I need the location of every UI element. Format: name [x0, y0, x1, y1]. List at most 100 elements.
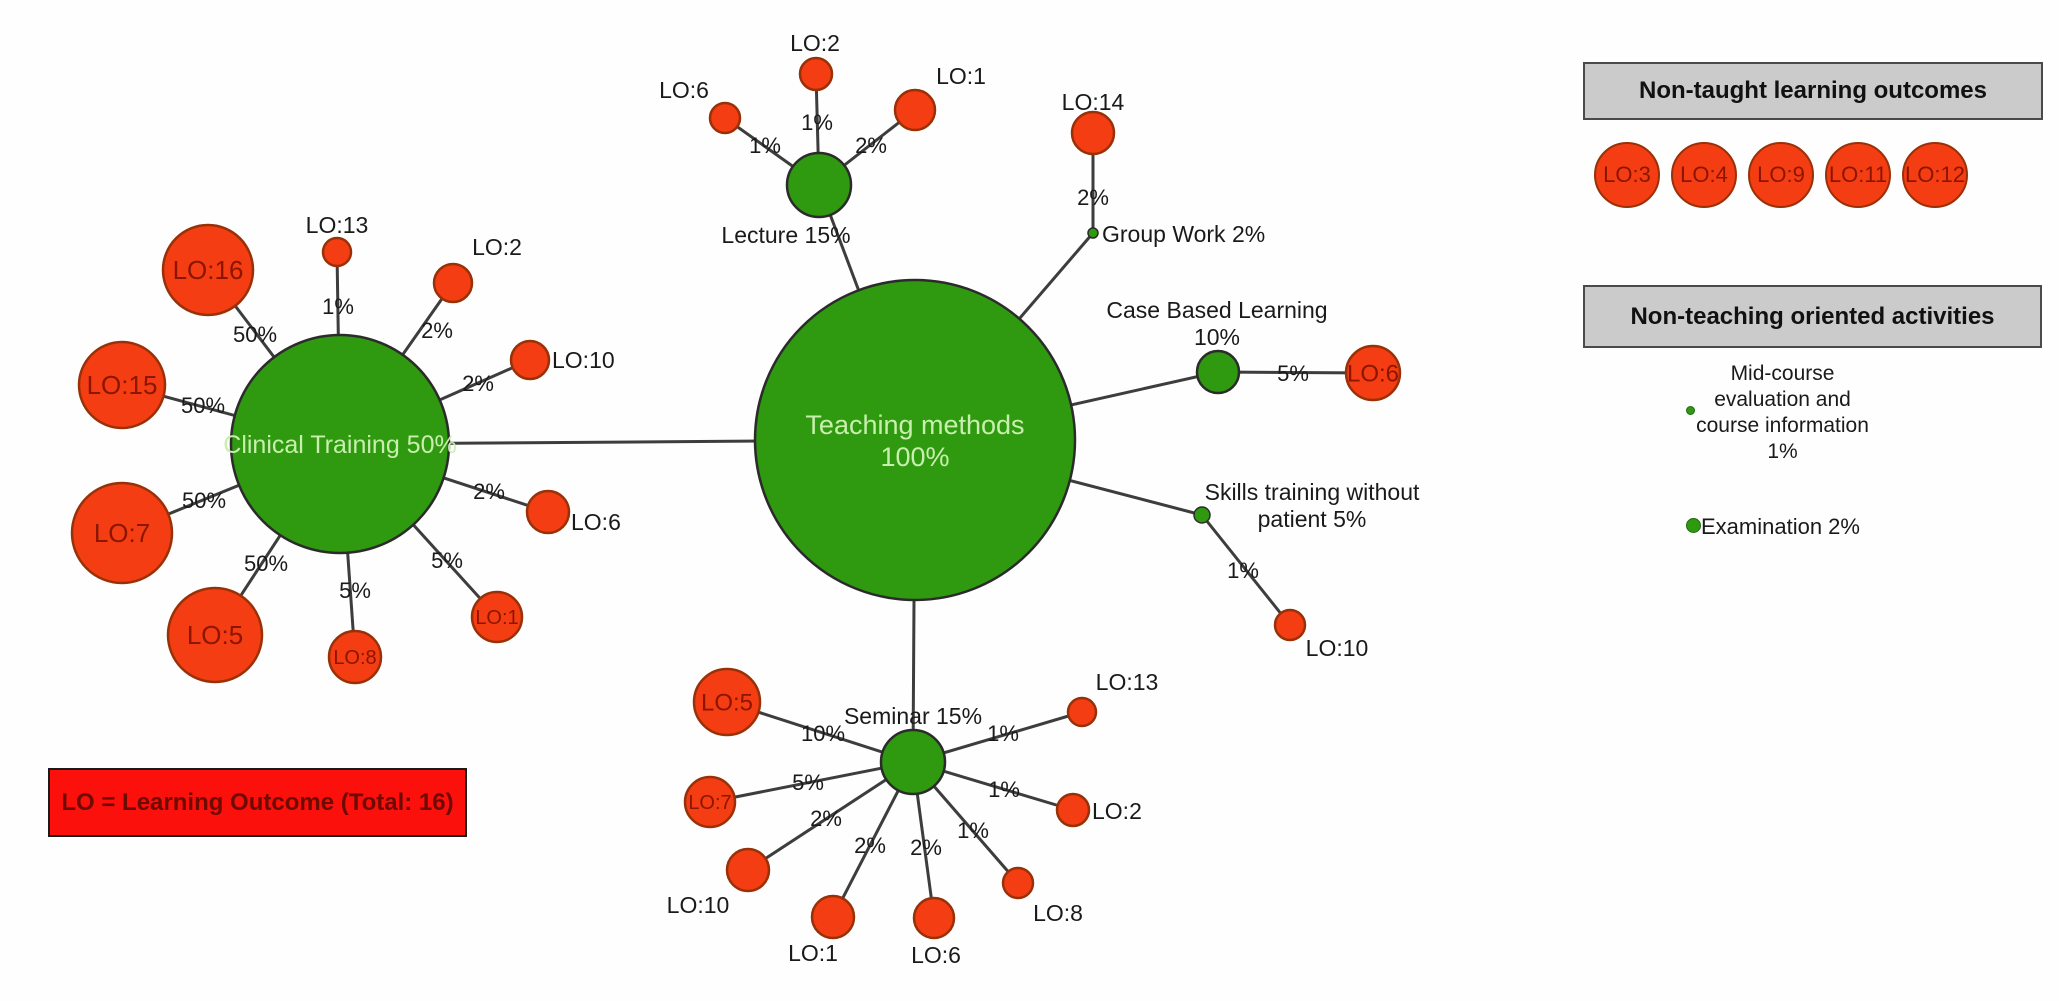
node-cbl_lo6: [1344, 344, 1402, 402]
node-label-cl_lo5: LO:5: [187, 620, 243, 650]
node-cl_lo6: [525, 489, 571, 535]
node-teaching: [753, 278, 1077, 602]
edge-label-clinical-cl_lo6: 2%: [473, 479, 505, 504]
node-label-sem_lo13: LO:13: [1096, 669, 1159, 695]
non-taught-lo-circle: LO:12: [1902, 142, 1968, 208]
node-label-lo14: LO:14: [1062, 89, 1125, 115]
node-label-cbl_lo6: LO:6: [1347, 360, 1399, 387]
node-cl_lo10: [509, 339, 551, 381]
node-lec_lo2: [798, 56, 834, 92]
node-seminar: [879, 728, 947, 796]
node-sem_lo6: [912, 896, 956, 940]
edge-label-seminar-sem_lo7: 5%: [792, 770, 824, 795]
node-label-sem_lo10: LO:10: [667, 892, 730, 918]
node-label-sem_lo5: LO:5: [701, 689, 753, 716]
node-label-sem_lo2: LO:2: [1092, 798, 1142, 824]
edge-label-clinical-cl_lo1: 5%: [431, 548, 463, 573]
non-taught-lo-circle: LO:4: [1671, 142, 1737, 208]
non-teaching-panel-header: Non-teaching oriented activities: [1583, 285, 2042, 348]
mid-course-label-line: course information: [1696, 414, 1869, 437]
node-sem_lo2: [1055, 792, 1091, 828]
node-label-sem_lo6: LO:6: [911, 942, 961, 968]
node-sem_lo13: [1066, 696, 1098, 728]
node-lo14: [1070, 110, 1116, 156]
lo-legend-box: LO = Learning Outcome (Total: 16): [48, 768, 467, 837]
mid-course-label-line: 1%: [1767, 440, 1798, 463]
lo-legend-text: LO = Learning Outcome (Total: 16): [61, 788, 454, 816]
node-cl_lo15: [77, 340, 167, 430]
edge-label-seminar-sem_lo1: 2%: [854, 833, 886, 858]
edge-label-lecture-lec_lo1: 2%: [855, 133, 887, 158]
node-label-cbl: Case Based Learning 10%: [1106, 297, 1327, 350]
edge-label-clinical-cl_lo7: 50%: [182, 488, 226, 513]
node-label-cl_lo15: LO:15: [87, 370, 158, 400]
node-label-lec_lo2: LO:2: [790, 30, 840, 56]
node-label-lecture: Lecture 15%: [721, 222, 850, 248]
node-label-cl_lo13: LO:13: [306, 212, 369, 238]
node-sem_lo10: [725, 847, 771, 893]
edge-label-clinical-cl_lo16: 50%: [233, 322, 277, 347]
mid-course-label-line: evaluation and: [1714, 388, 1851, 411]
node-cl_lo16: [161, 223, 255, 317]
non-taught-lo-circle: LO:11: [1825, 142, 1891, 208]
node-label-teaching: Teaching methods 100%: [805, 410, 1024, 472]
node-cl_lo8: [327, 629, 383, 685]
node-label-sk_lo10: LO:10: [1306, 635, 1369, 661]
edge-label-clinical-cl_lo10: 2%: [462, 371, 494, 396]
node-label-cl_lo10: LO:10: [552, 347, 615, 373]
node-label-cl_lo7: LO:7: [94, 518, 150, 548]
non-taught-panel-header: Non-taught learning outcomes: [1583, 62, 2043, 120]
node-label-sem_lo1: LO:1: [788, 940, 838, 966]
non-taught-lo-circle: LO:3: [1594, 142, 1660, 208]
node-cl_lo2: [432, 262, 474, 304]
mid-course-dot-icon: [1686, 406, 1695, 415]
node-skills: [1193, 506, 1211, 524]
node-label-skills: Skills training without patient 5%: [1205, 479, 1420, 532]
edge-label-clinical-cl_lo5: 50%: [244, 551, 288, 576]
edge-label-clinical-cl_lo8: 5%: [339, 578, 371, 603]
edge-label-cbl-cbl_lo6: 5%: [1277, 361, 1309, 386]
node-label-cl_lo2: LO:2: [472, 234, 522, 260]
edge-label-skills-sk_lo10: 1%: [1227, 558, 1259, 583]
non-teaching-title: Non-teaching oriented activities: [1630, 302, 1995, 330]
edge-label-seminar-sem_lo10: 2%: [810, 806, 842, 831]
edge-label-clinical-cl_lo13: 1%: [322, 294, 354, 319]
node-label-cl_lo1: LO:1: [475, 607, 518, 629]
node-label-clinical: Clinical Training 50%: [223, 431, 456, 459]
edge-seminar-sem_lo7: [709, 760, 914, 804]
node-sem_lo8: [1001, 866, 1035, 900]
node-label-seminar: Seminar 15%: [844, 703, 982, 729]
node-cl_lo13: [321, 236, 353, 268]
node-sem_lo5: [692, 667, 762, 737]
node-lec_lo1: [893, 88, 937, 132]
edge-label-seminar-sem_lo13: 1%: [987, 721, 1019, 746]
node-label-lec_lo1: LO:1: [936, 63, 986, 89]
edge-label-lecture-lec_lo6: 1%: [749, 133, 781, 158]
node-clinical: [229, 333, 451, 555]
non-taught-lo-list: LO:3 LO:4 LO:9 LO:11 LO:12: [1594, 142, 1968, 208]
mid-course-label-line: Mid-course: [1730, 362, 1835, 385]
node-cl_lo1: [470, 590, 524, 644]
node-groupwork: [1087, 227, 1099, 239]
non-taught-title: Non-taught learning outcomes: [1639, 77, 1987, 104]
non-taught-lo-circle: LO:9: [1748, 142, 1814, 208]
edge-label-lo14-groupwork: 2%: [1077, 185, 1109, 210]
edge-label-seminar-sem_lo6: 2%: [910, 835, 942, 860]
node-cl_lo7: [70, 481, 174, 585]
node-label-groupwork: Group Work 2%: [1102, 221, 1265, 247]
node-cl_lo5: [166, 586, 264, 684]
edge-label-lecture-lec_lo2: 1%: [801, 110, 833, 135]
node-sk_lo10: [1273, 608, 1307, 642]
node-sem_lo1: [810, 894, 856, 940]
node-cbl: [1195, 349, 1241, 395]
node-label-sem_lo8: LO:8: [1033, 900, 1083, 926]
edge-label-seminar-sem_lo8: 1%: [957, 818, 989, 843]
node-lec_lo6: [708, 101, 742, 135]
mid-course-label: Mid-course evaluation and course informati…: [1655, 361, 1910, 465]
edge-label-clinical-cl_lo15: 50%: [181, 393, 225, 418]
node-label-sem_lo7: LO:7: [688, 792, 731, 814]
node-label-cl_lo6: LO:6: [571, 509, 621, 535]
edge-skills-sk_lo10: [1200, 514, 1292, 626]
examination-dot-icon: [1686, 518, 1701, 533]
